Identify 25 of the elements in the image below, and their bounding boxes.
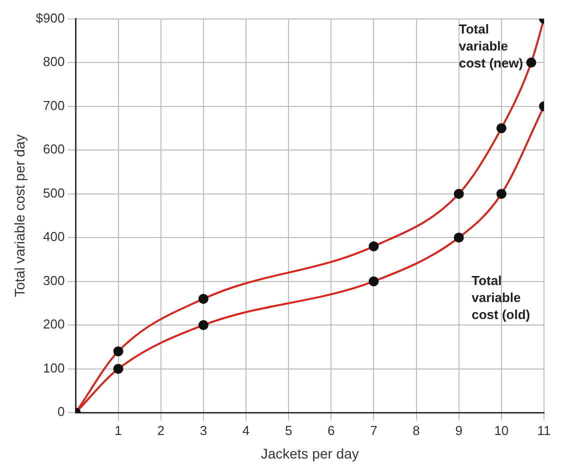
y-tick-label: 100 (43, 360, 65, 376)
x-tick-label: 2 (157, 422, 164, 438)
y-tick-label: 400 (43, 229, 65, 244)
x-tick-label: 8 (412, 422, 420, 438)
y-tick-label: 800 (43, 54, 65, 70)
y-tick-label: $900 (36, 10, 65, 26)
x-tick-label: 5 (284, 422, 292, 438)
x-tick-label: 6 (328, 422, 335, 438)
y-tick-label: 200 (43, 316, 65, 332)
y-tick-label: 700 (43, 98, 65, 113)
y-tick-label: 0 (57, 404, 65, 420)
series-label: Total variable cost (new) (458, 21, 524, 70)
x-tick-label: 9 (455, 422, 462, 438)
x-tick-label: 3 (200, 422, 208, 438)
y-tick-label: 300 (43, 272, 65, 288)
text: Total variable cost (old) (472, 272, 530, 322)
x-tick-label: 10 (494, 422, 509, 438)
y-tick-label: 600 (43, 142, 65, 157)
y-tick-label: 500 (43, 185, 65, 200)
x-tick-label: 11 (537, 422, 551, 438)
y-axis-title: Total variable cost per day (11, 134, 28, 298)
x-tick-label: 4 (242, 422, 250, 438)
x-tick-label: 7 (370, 422, 378, 438)
x-tick-label: 1 (114, 422, 122, 438)
x-axis-title: Jackets per day (260, 445, 359, 462)
